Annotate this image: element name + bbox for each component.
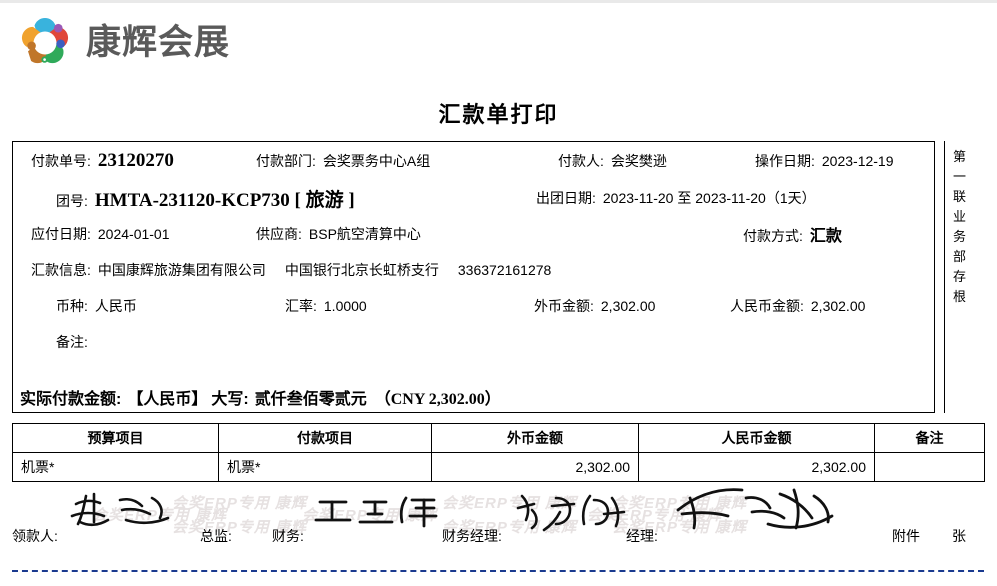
actual-payment-total: 实际付款金额: 【人民币】 大写: 贰仟叁佰零贰元 （CNY 2,302.00）	[12, 381, 935, 413]
total-capital-value: 贰仟叁佰零贰元	[254, 391, 367, 408]
signature-ink-payee	[70, 492, 170, 527]
foreign-amount-label: 外币金额:	[534, 298, 594, 314]
field-remit-info: 汇款信息: 中国康辉旅游集团有限公司 中国银行北京长虹桥支行 336372161…	[31, 260, 551, 280]
table-header-row: 预算项目 付款项目 外币金额 人民币金额 备注	[12, 423, 985, 453]
signature-label-manager: 经理:	[626, 528, 658, 544]
field-op-date: 操作日期: 2023-12-19	[755, 151, 894, 171]
info-row-4: 汇款信息: 中国康辉旅游集团有限公司 中国银行北京长虹桥支行 336372161…	[13, 252, 934, 288]
stub-label: 第一联业务部存根	[953, 149, 967, 304]
remark-label: 备注:	[56, 334, 88, 350]
th-payment-item: 付款项目	[218, 423, 432, 453]
field-group-no: 团号: HMTA-231120-KCP730 [ 旅游 ]	[56, 185, 355, 212]
attachment-label: 附件	[892, 528, 920, 544]
payment-items-table: 预算项目 付款项目 外币金额 人民币金额 备注 机票* 机票* 2,302.00…	[12, 423, 985, 482]
copy-stub-strip: 第一联业务部存根	[944, 141, 984, 413]
signature-label-finance: 财务:	[272, 528, 304, 544]
rmb-amount-value: 2,302.00	[810, 298, 866, 314]
payer-value: 会奖樊逊	[610, 153, 667, 169]
signature-ink-manager	[676, 488, 834, 530]
th-remark: 备注	[874, 423, 985, 453]
signature-area: 领款人: 总监: 财务:	[12, 488, 984, 554]
signature-ink-finance	[314, 496, 438, 528]
signature-ink-finance-manager	[516, 494, 626, 532]
cell-foreign-amount: 2,302.00	[431, 452, 639, 482]
info-row-3: 应付日期: 2024-01-01 供应商: BSP航空清算中心 付款方式: 汇款	[13, 216, 934, 252]
info-row-6: 备注:	[13, 324, 934, 360]
signature-label-finance-manager: 财务经理:	[442, 528, 502, 544]
total-numeric-value: （CNY 2,302.00）	[374, 391, 501, 408]
currency-value: 人民币	[94, 298, 137, 314]
total-label: 实际付款金额:	[20, 391, 122, 408]
field-supplier: 供应商: BSP航空清算中心	[256, 224, 421, 244]
info-row-5: 币种: 人民币 汇率: 1.0000 外币金额: 2,302.00 人民币金额:…	[13, 288, 934, 324]
field-rate: 汇率: 1.0000	[285, 296, 367, 316]
cell-budget-item: 机票*	[12, 452, 219, 482]
kanghui-flower-logo-icon	[14, 12, 76, 74]
th-budget-item: 预算项目	[12, 423, 219, 453]
th-rmb-amount: 人民币金额	[638, 423, 875, 453]
th-foreign-amount: 外币金额	[431, 423, 639, 453]
group-no-label: 团号:	[56, 192, 88, 209]
cell-remark	[874, 452, 985, 482]
signature-label-payee: 领款人:	[12, 528, 58, 544]
payment-no-value: 23120270	[97, 150, 174, 171]
field-rmb-amount: 人民币金额: 2,302.00	[730, 296, 865, 316]
info-row-2: 团号: HMTA-231120-KCP730 [ 旅游 ] 出团日期: 2023…	[13, 180, 934, 216]
supplier-value: BSP航空清算中心	[308, 226, 421, 242]
foreign-amount-value: 2,302.00	[600, 298, 656, 314]
remittance-info-box: 付款单号: 23120270 付款部门: 会奖票务中心A组 付款人: 会奖樊逊 …	[12, 141, 935, 413]
supplier-label: 供应商:	[256, 226, 302, 242]
pay-method-value: 汇款	[809, 228, 842, 245]
field-currency: 币种: 人民币	[56, 296, 137, 316]
field-payment-no: 付款单号: 23120270	[31, 150, 174, 172]
payment-no-label: 付款单号:	[31, 153, 91, 169]
depart-date-label: 出团日期:	[536, 190, 596, 206]
depart-date-value: 2023-11-20 至 2023-11-20（1天）	[602, 190, 816, 206]
rate-value: 1.0000	[323, 298, 367, 314]
currency-label: 币种:	[56, 298, 88, 314]
field-remark: 备注:	[56, 332, 95, 352]
op-date-label: 操作日期:	[755, 153, 815, 169]
pay-dept-label: 付款部门:	[256, 153, 316, 169]
brand-header: 康辉会展	[14, 12, 230, 74]
field-pay-method: 付款方式: 汇款	[743, 222, 842, 246]
field-foreign-amount: 外币金额: 2,302.00	[534, 296, 655, 316]
info-row-1: 付款单号: 23120270 付款部门: 会奖票务中心A组 付款人: 会奖樊逊 …	[13, 142, 934, 180]
total-capital-label: 大写:	[211, 391, 249, 408]
table-row: 机票* 机票* 2,302.00 2,302.00	[12, 452, 985, 482]
group-no-value: HMTA-231120-KCP730 [ 旅游 ]	[94, 189, 355, 211]
rmb-amount-label: 人民币金额:	[730, 298, 804, 314]
rate-label: 汇率:	[285, 298, 317, 314]
cell-payment-item: 机票*	[218, 452, 432, 482]
attachment-unit: 张	[952, 528, 966, 544]
field-due-date: 应付日期: 2024-01-01	[31, 224, 170, 244]
remit-info-label: 汇款信息:	[31, 262, 91, 278]
op-date-value: 2023-12-19	[821, 153, 894, 169]
remit-account-value: 336372161278	[457, 262, 552, 278]
top-divider	[0, 0, 997, 3]
page-title: 汇款单打印	[438, 103, 559, 128]
cell-rmb-amount: 2,302.00	[638, 452, 875, 482]
cut-line-divider	[12, 570, 984, 572]
field-depart-date: 出团日期: 2023-11-20 至 2023-11-20（1天）	[536, 188, 816, 208]
due-date-value: 2024-01-01	[97, 226, 170, 242]
due-date-label: 应付日期:	[31, 226, 91, 242]
brand-name: 康辉会展	[86, 22, 231, 63]
field-payer: 付款人: 会奖樊逊	[558, 151, 667, 171]
remit-bank-value: 中国银行北京长虹桥支行	[284, 262, 439, 278]
field-pay-dept: 付款部门: 会奖票务中心A组	[256, 151, 430, 171]
pay-method-label: 付款方式:	[743, 228, 803, 244]
payer-label: 付款人:	[558, 153, 604, 169]
pay-dept-value: 会奖票务中心A组	[322, 153, 431, 169]
total-currency-tag: 【人民币】	[127, 391, 208, 408]
remit-company-value: 中国康辉旅游集团有限公司	[97, 262, 266, 278]
signature-label-director: 总监:	[200, 528, 232, 544]
